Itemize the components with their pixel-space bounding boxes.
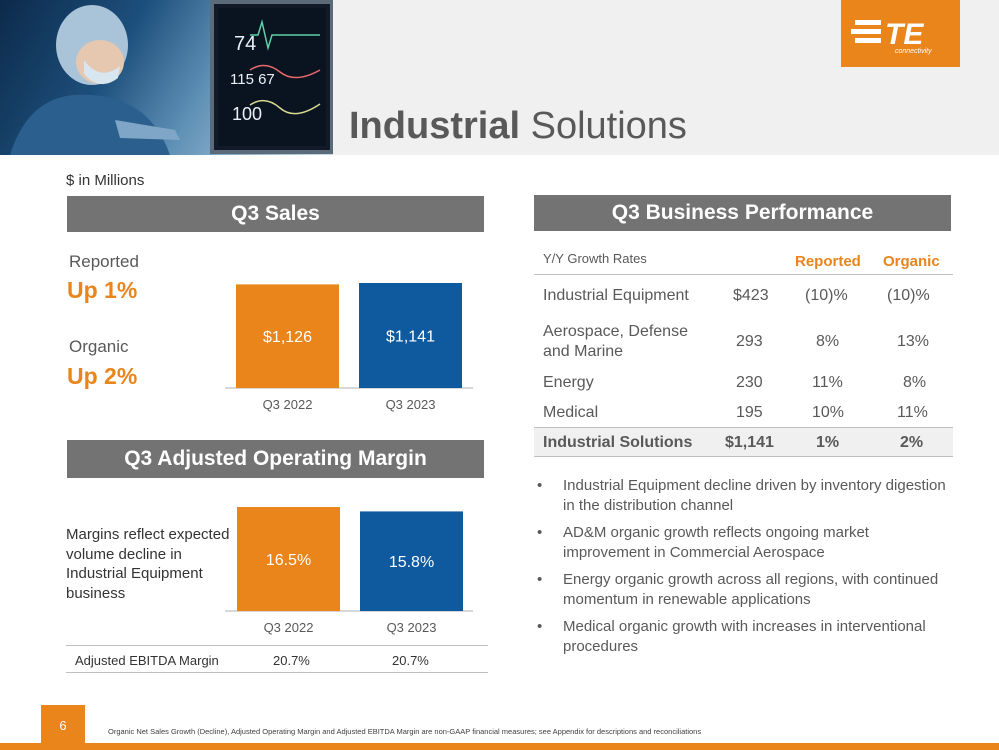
page-number: 6: [41, 705, 85, 745]
row-sales: 230: [736, 374, 763, 391]
reported-value: Up 1%: [67, 277, 138, 303]
list-item: • Energy organic growth across all region…: [537, 571, 939, 608]
hero-image: 74 115 67 100: [0, 0, 333, 155]
row-reported: 8%: [816, 333, 840, 350]
bullet-text: Medical organic growth with increases in…: [563, 618, 926, 655]
margin-bar-q3-2023: [360, 511, 463, 611]
sales-tick-label: Q3 2023: [386, 397, 436, 412]
hero-illustration: 74 115 67 100: [10, 0, 333, 155]
logo-wordmark: TE: [885, 18, 924, 51]
sales-bar-q3-2022: [236, 284, 339, 388]
total-organic: 2%: [900, 434, 924, 451]
margin-tick-label: Q3 2023: [387, 620, 437, 635]
reported-label: Reported: [69, 252, 139, 271]
row-reported: 11%: [812, 374, 843, 391]
ebitda-table: Adjusted EBITDA Margin 20.7% 20.7%: [66, 645, 488, 673]
ecg-wave: [250, 19, 320, 51]
bullet-text: AD&M organic growth reflects ongoing mar…: [563, 524, 869, 561]
units-label: $ in Millions: [66, 172, 145, 189]
row-organic: 11%: [897, 404, 928, 421]
monitor-reading-2: 115 67: [230, 71, 275, 88]
surgeon-arm: [115, 120, 180, 140]
surgeon-mask: [84, 60, 120, 85]
sales-tick-label: Q3 2022: [263, 397, 313, 412]
header-reported: Reported: [795, 253, 861, 270]
header-growth-rates: Y/Y Growth Rates: [543, 251, 647, 266]
margin-section-bar: Q3 Adjusted Operating Margin: [67, 440, 484, 478]
bullet-text: Energy organic growth across all regions…: [563, 571, 939, 608]
row-sales: 293: [736, 333, 763, 350]
margin-chart: 16.5% Q3 2022 15.8% Q3 2023: [225, 507, 473, 635]
performance-header-row: Y/Y Growth Rates Reported Organic: [534, 243, 953, 275]
sales-value-label: $1,126: [263, 329, 312, 346]
margin-tick-label: Q3 2022: [264, 620, 314, 635]
title-rest: Solutions: [530, 105, 687, 147]
total-sales: $1,141: [725, 434, 774, 451]
ebitda-label: Adjusted EBITDA Margin: [75, 653, 219, 668]
table-row: Industrial Equipment $423 (10)% (10)%: [534, 275, 953, 315]
sales-section-bar: Q3 Sales: [67, 196, 484, 232]
title-bold: Industrial: [349, 105, 521, 147]
surgeon-gown: [10, 94, 170, 155]
row-organic: (10)%: [887, 287, 930, 304]
header-organic: Organic: [883, 253, 940, 270]
total-name: Industrial Solutions: [543, 434, 693, 451]
row-reported: 10%: [812, 404, 845, 421]
sales-bar-q3-2023: [359, 283, 462, 388]
list-item: • AD&M organic growth reflects ongoing ma…: [537, 524, 869, 561]
monitor-screen: [218, 8, 326, 146]
bullet-text: Industrial Equipment decline driven by i…: [563, 477, 946, 514]
row-sales: $423: [733, 287, 769, 304]
row-sales: 195: [736, 404, 763, 421]
sales-value-label: $1,141: [386, 329, 435, 346]
footer-line: [0, 743, 999, 750]
margin-note: Margins reflect expected volume decline …: [66, 526, 230, 602]
margin-value-label: 16.5%: [266, 552, 311, 569]
ebitda-q3-2022: 20.7%: [273, 653, 310, 668]
table-row: Medical 195 10% 11%: [534, 399, 953, 427]
row-name: Energy: [543, 374, 594, 391]
pulse-wave: [249, 99, 321, 115]
row-name: Medical: [543, 404, 599, 421]
list-item: • Medical organic growth with increases i…: [537, 618, 926, 655]
commentary-bullets: • Industrial Equipment decline driven by …: [537, 476, 957, 664]
margin-bar-q3-2022: [237, 507, 340, 611]
table-row: Aerospace, Defense and Marine 293 8% 13%: [534, 315, 953, 369]
total-reported: 1%: [816, 434, 840, 451]
performance-section-bar: Q3 Business Performance: [534, 195, 951, 231]
list-item: • Industrial Equipment decline driven by …: [537, 477, 946, 514]
sales-chart: $1,126 Q3 2022 $1,141 Q3 2023: [225, 283, 473, 412]
row-name: Aerospace, Defense and Marine: [543, 323, 688, 360]
row-organic: 13%: [897, 333, 930, 350]
row-name: Industrial Equipment: [543, 287, 689, 304]
organic-value: Up 2%: [67, 363, 138, 389]
page-title: Industrial Solutions: [349, 104, 687, 148]
monitor-reading-3: 100: [232, 104, 262, 124]
te-connectivity-logo: TE connectivity: [841, 0, 960, 67]
row-organic: 8%: [903, 374, 927, 391]
table-row: Energy 230 11% 8%: [534, 369, 953, 399]
footnote: Organic Net Sales Growth (Decline), Adju…: [108, 727, 702, 736]
pressure-wave: [249, 64, 321, 79]
table-total-row: Industrial Solutions $1,141 1% 2%: [534, 427, 953, 457]
ebitda-q3-2023: 20.7%: [392, 653, 429, 668]
row-reported: (10)%: [805, 287, 848, 304]
margin-value-label: 15.8%: [389, 554, 434, 571]
organic-label: Organic: [69, 337, 129, 356]
monitor-reading-1: 74: [234, 33, 256, 55]
logo-subtext: connectivity: [895, 48, 932, 55]
